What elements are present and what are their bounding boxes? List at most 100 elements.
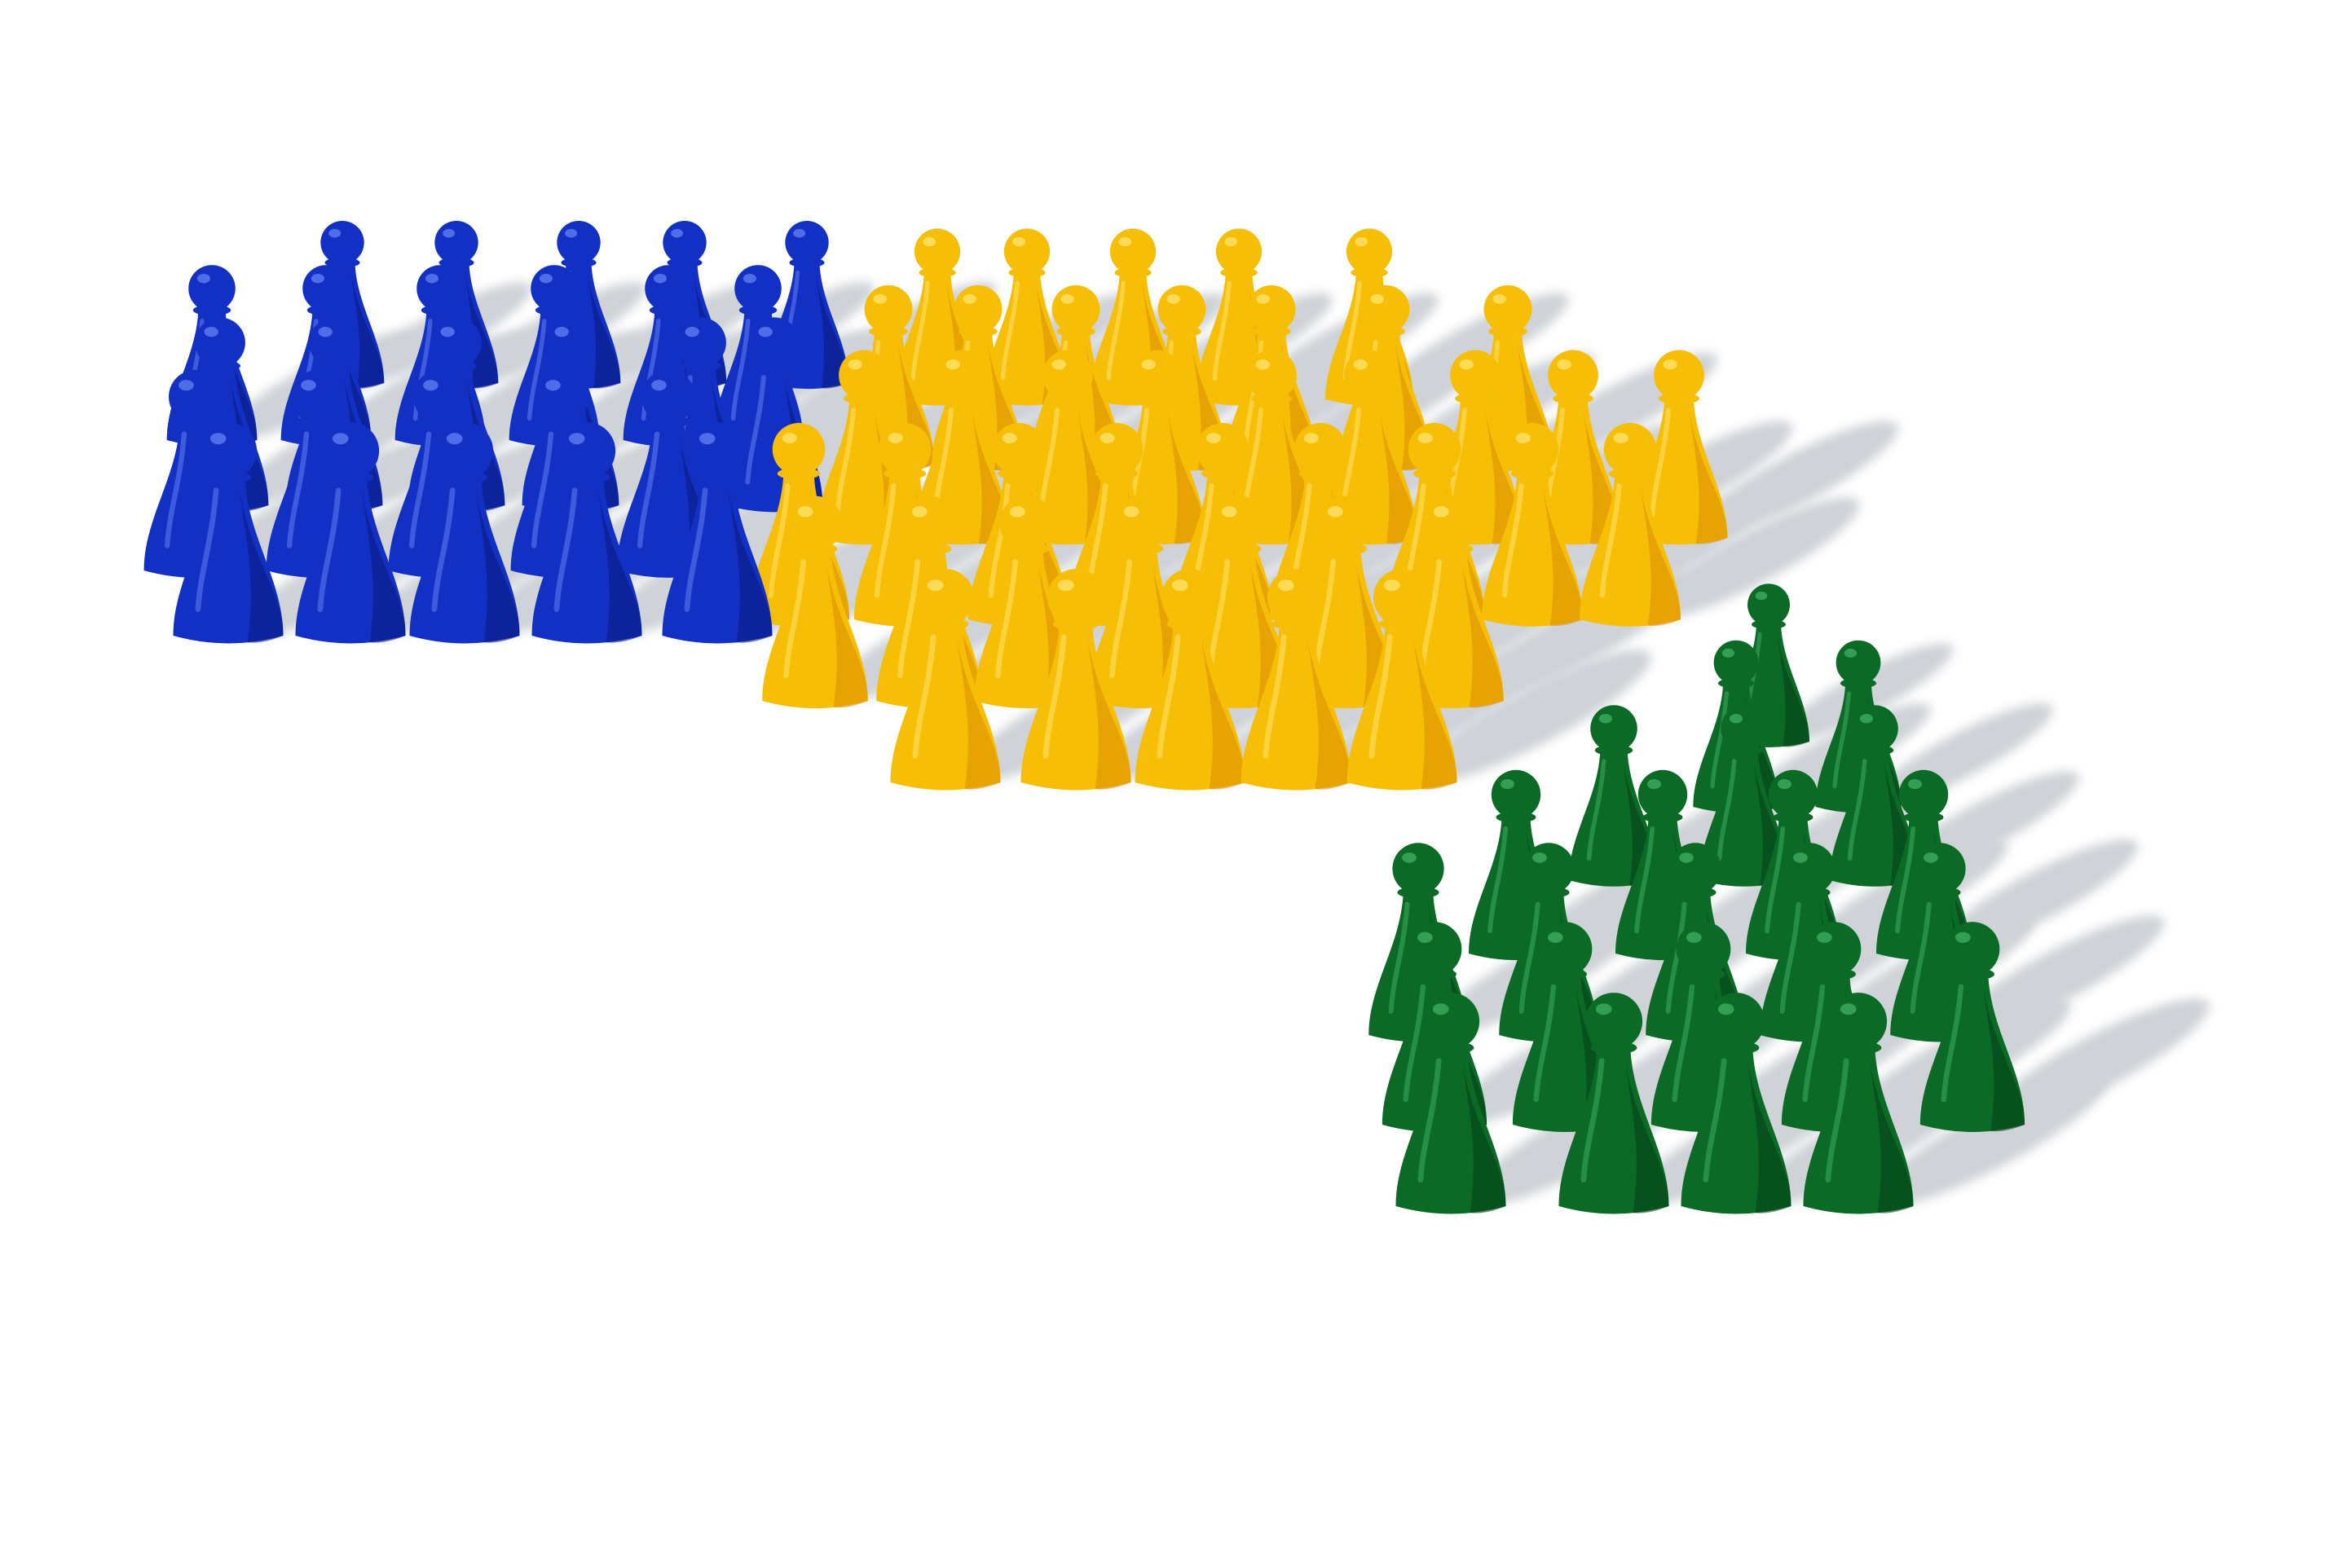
pawn-head-highlight [1370,294,1384,304]
green-pawn [1919,922,2025,1132]
pawn-head [734,265,782,312]
pawn-head-highlight [1051,359,1066,370]
pawn-head [1003,228,1051,275]
pawn-head [1603,423,1657,476]
pawn-head [1721,705,1768,752]
pawn-shade [728,488,773,643]
pawn-head-highlight [1777,779,1791,790]
pawn-head [1421,993,1480,1050]
pawn-head-highlight [699,433,716,445]
blue-pawn [662,422,773,644]
green-pawn [1681,993,1791,1214]
green-pawn [1558,993,1669,1214]
pawn-shadow [1953,915,2165,1037]
pawn-head [1829,993,1888,1050]
pawn-head-highlight [1729,713,1743,724]
pawn-head [916,569,975,627]
pawn-shade [1624,1059,1669,1213]
pawn-body-highlight [431,487,456,612]
pawn-body-highlight [1388,901,1410,1014]
pawn-shade [335,319,372,447]
pawn-head [1157,285,1206,333]
pawn-head-highlight [653,273,667,284]
pawn-head [772,423,826,476]
pawn-body-highlight [684,487,708,612]
pawn-head-highlight [1303,433,1319,444]
pawn-head [302,265,350,312]
pawn-head-highlight [945,359,960,370]
pawn-head-highlight [848,359,862,370]
pawn-head-highlight [671,228,684,238]
pawn-head [1423,496,1479,551]
pawn-head-highlight [565,228,578,238]
pawn-head-highlight [1515,433,1531,444]
pawn-head-highlight [1327,506,1343,518]
pawn-head [1215,228,1263,275]
pawn-head [1407,922,1462,976]
pawn-head [645,265,692,312]
pawn-head [558,422,616,480]
pawn-head-highlight [1924,852,1938,863]
pawn-body-highlight [897,558,920,679]
pawn-body-highlight [1263,634,1287,759]
pawn-head [1590,705,1637,752]
pawn-head [1713,640,1759,685]
pawn-body-highlight [1895,826,1916,934]
pawn-body-highlight [1665,901,1687,1014]
pawn-shade [1640,483,1681,626]
pawn-head-highlight [1100,433,1115,444]
pawn-shade [1982,984,2025,1132]
pawn-head [999,496,1055,551]
pawn-body-highlight [527,319,547,421]
pawn-head [1654,350,1704,401]
pawn-body-highlight [835,407,856,518]
pawn-shadow [1643,496,1860,621]
pawn-head-highlight [446,433,463,445]
pawn-head-highlight [568,433,585,445]
pawn-head [1373,569,1431,627]
pawn-head [1523,843,1575,895]
pawn-head-highlight [1417,433,1433,444]
pawn-arc [143,220,2025,1214]
yellow-pawn [1241,569,1351,791]
yellow-pawn [1481,423,1584,627]
pawn-head [1408,423,1461,476]
yellow-pawn [1135,569,1245,791]
pawn-head-highlight [1721,648,1735,658]
pawn-head-highlight [1224,236,1238,247]
pawn-head [557,220,601,265]
pawn-head-highlight [1595,1003,1612,1015]
pawn-head [1113,496,1169,551]
blue-pawn [409,422,520,644]
pawn-head [864,285,913,333]
pawn-head [416,265,464,312]
pawn-shade [1086,635,1131,790]
pawn-body-highlight [1672,984,1695,1103]
pawn-head-highlight [1002,433,1017,444]
pawn-head [413,369,467,424]
pawn-head-highlight [545,380,561,391]
pawn-head [1676,922,1731,976]
pawn-shadow [1417,649,1651,784]
pawn-body-highlight [1802,984,1826,1103]
pawn-shade [1542,483,1584,626]
pawn-head [1047,569,1105,627]
pawn-head-highlight [1532,852,1547,863]
pawn-head [545,317,596,368]
pawn-head [1344,350,1395,401]
pawn-body-highlight [1487,826,1509,934]
pawn-head [1707,993,1765,1050]
pawn-body-highlight [531,431,554,548]
pawn-head-highlight [1955,932,1971,943]
blue-pawn [531,422,642,644]
pawn-shade [1378,407,1418,544]
pawn-head [1483,285,1532,333]
pawn-head-highlight [1383,579,1400,592]
pawn-head-highlight [1686,932,1702,943]
yellow-pawn [1020,569,1131,791]
pawn-shade [1307,635,1351,790]
pawn-head [878,423,932,476]
pawn-body-highlight [1825,1058,1849,1183]
pawn-body-highlight [912,634,937,759]
pawn-head-highlight [1717,1003,1734,1015]
